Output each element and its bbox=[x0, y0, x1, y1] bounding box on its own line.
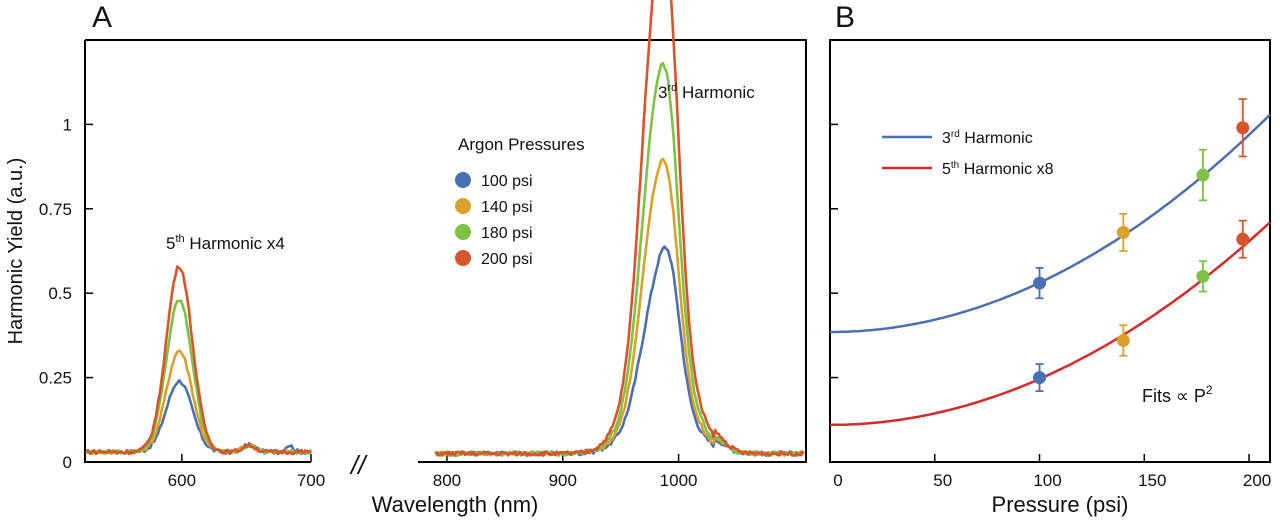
annotation-third-rest: Harmonic bbox=[677, 83, 755, 102]
annotation-third-base: 3 bbox=[658, 83, 667, 102]
annotation-fifth-harmonic: 5th Harmonic x4 bbox=[166, 233, 285, 253]
panel-a-xtick-label: 800 bbox=[433, 471, 461, 490]
data-point bbox=[1033, 371, 1047, 385]
fit-note-sup: 2 bbox=[1206, 383, 1213, 397]
axis-break-mark: // bbox=[349, 450, 368, 480]
panel-a-ytick-label: 0.5 bbox=[48, 284, 72, 303]
fit-note-text: Fits ∝ P bbox=[1142, 386, 1206, 406]
spectrum-line-5th bbox=[86, 265, 312, 456]
legend-b-third-base: 3 bbox=[942, 130, 951, 147]
legend-swatch-140 bbox=[455, 198, 471, 214]
panel-b-points bbox=[1033, 98, 1250, 393]
panel-b-xtick-label: 0 bbox=[833, 471, 842, 490]
legend-label-180: 180 psi bbox=[481, 225, 533, 242]
panel-b-xtick-label: 50 bbox=[933, 471, 952, 490]
panel-a-xtick-label: 600 bbox=[168, 471, 196, 490]
annotation-fifth-base: 5 bbox=[166, 234, 175, 253]
data-point bbox=[1236, 121, 1250, 135]
annotation-third-sup: rd bbox=[667, 82, 677, 94]
fit-curve bbox=[830, 113, 1271, 334]
data-point bbox=[1116, 333, 1130, 347]
legend-b-fifth-sup: th bbox=[951, 160, 959, 171]
panel-a-xtick-label: 900 bbox=[549, 471, 577, 490]
fit-curve bbox=[829, 221, 1271, 427]
legend-b-third-sup: rd bbox=[951, 129, 960, 140]
legend-label-140: 140 psi bbox=[481, 199, 533, 216]
panel-b-xtick-label: 200 bbox=[1243, 471, 1271, 490]
legend-label-100: 100 psi bbox=[481, 173, 533, 190]
legend-b-fifth-rest: Harmonic x8 bbox=[959, 161, 1053, 178]
legend-b-third-rest: Harmonic bbox=[960, 130, 1033, 147]
panel-label-b: B bbox=[835, 1, 855, 34]
legend-swatch-100 bbox=[455, 172, 471, 188]
panel-a-xtick-label: 1000 bbox=[660, 471, 698, 490]
fit-note: Fits ∝ P2 bbox=[1142, 383, 1213, 406]
legend-label-200: 200 psi bbox=[481, 251, 533, 268]
annotation-fifth-sup: th bbox=[175, 233, 184, 245]
legend-b-fifth: 5th Harmonic x8 bbox=[942, 160, 1054, 178]
annotation-third-harmonic: 3rd Harmonic bbox=[658, 82, 755, 102]
panel-a-ytick-label: 0 bbox=[63, 453, 72, 472]
panel-a-ticks: 0 0.25 0.5 0.75 1 600 700 800 900 1000 bbox=[39, 115, 698, 490]
panel-a-ytick-label: 1 bbox=[63, 115, 72, 134]
data-point bbox=[1236, 232, 1250, 246]
legend-b-fifth-base: 5 bbox=[942, 161, 951, 178]
data-point bbox=[1196, 269, 1210, 283]
legend-swatch-200 bbox=[455, 250, 471, 266]
panel-a-ylabel: Harmonic Yield (a.u.) bbox=[5, 158, 27, 345]
data-point bbox=[1196, 168, 1210, 182]
panel-b-frame bbox=[829, 39, 1271, 463]
panel-a-xtick-label: 700 bbox=[297, 471, 325, 490]
data-point bbox=[1033, 276, 1047, 290]
panel-b-xlabel: Pressure (psi) bbox=[992, 492, 1129, 517]
panel-a-ytick-label: 0.25 bbox=[39, 369, 72, 388]
panel-b-xtick-label: 100 bbox=[1033, 471, 1061, 490]
panel-a-axis-right-segment bbox=[85, 39, 807, 463]
legend-swatch-180 bbox=[455, 224, 471, 240]
legend-b-third: 3rd Harmonic bbox=[942, 129, 1033, 147]
panel-a-series-lines bbox=[85, 0, 805, 457]
panel-label-a: A bbox=[92, 1, 112, 34]
panel-b-xtick-label: 150 bbox=[1138, 471, 1166, 490]
panel-a: // 0 0.25 0.5 0.75 1 600 700 800 900 1000 Harmoni… bbox=[5, 0, 807, 517]
panel-b-fit-curves bbox=[829, 113, 1271, 427]
panel-a-xlabel: Wavelength (nm) bbox=[372, 492, 539, 517]
panel-a-ytick-label: 0.75 bbox=[39, 200, 72, 219]
panel-b-ticks: 0 50 100 150 200 bbox=[829, 123, 1271, 490]
data-point bbox=[1116, 225, 1130, 239]
annotation-fifth-rest: Harmonic x4 bbox=[185, 234, 285, 253]
legend-title: Argon Pressures bbox=[458, 135, 585, 154]
panel-b: 0 50 100 150 200 Pressure (psi) 3rd Harmonic… bbox=[829, 39, 1271, 517]
panel-a-legend: 100 psi 140 psi 180 psi 200 psi bbox=[455, 172, 533, 268]
spectrum-line-3rd bbox=[434, 0, 805, 457]
